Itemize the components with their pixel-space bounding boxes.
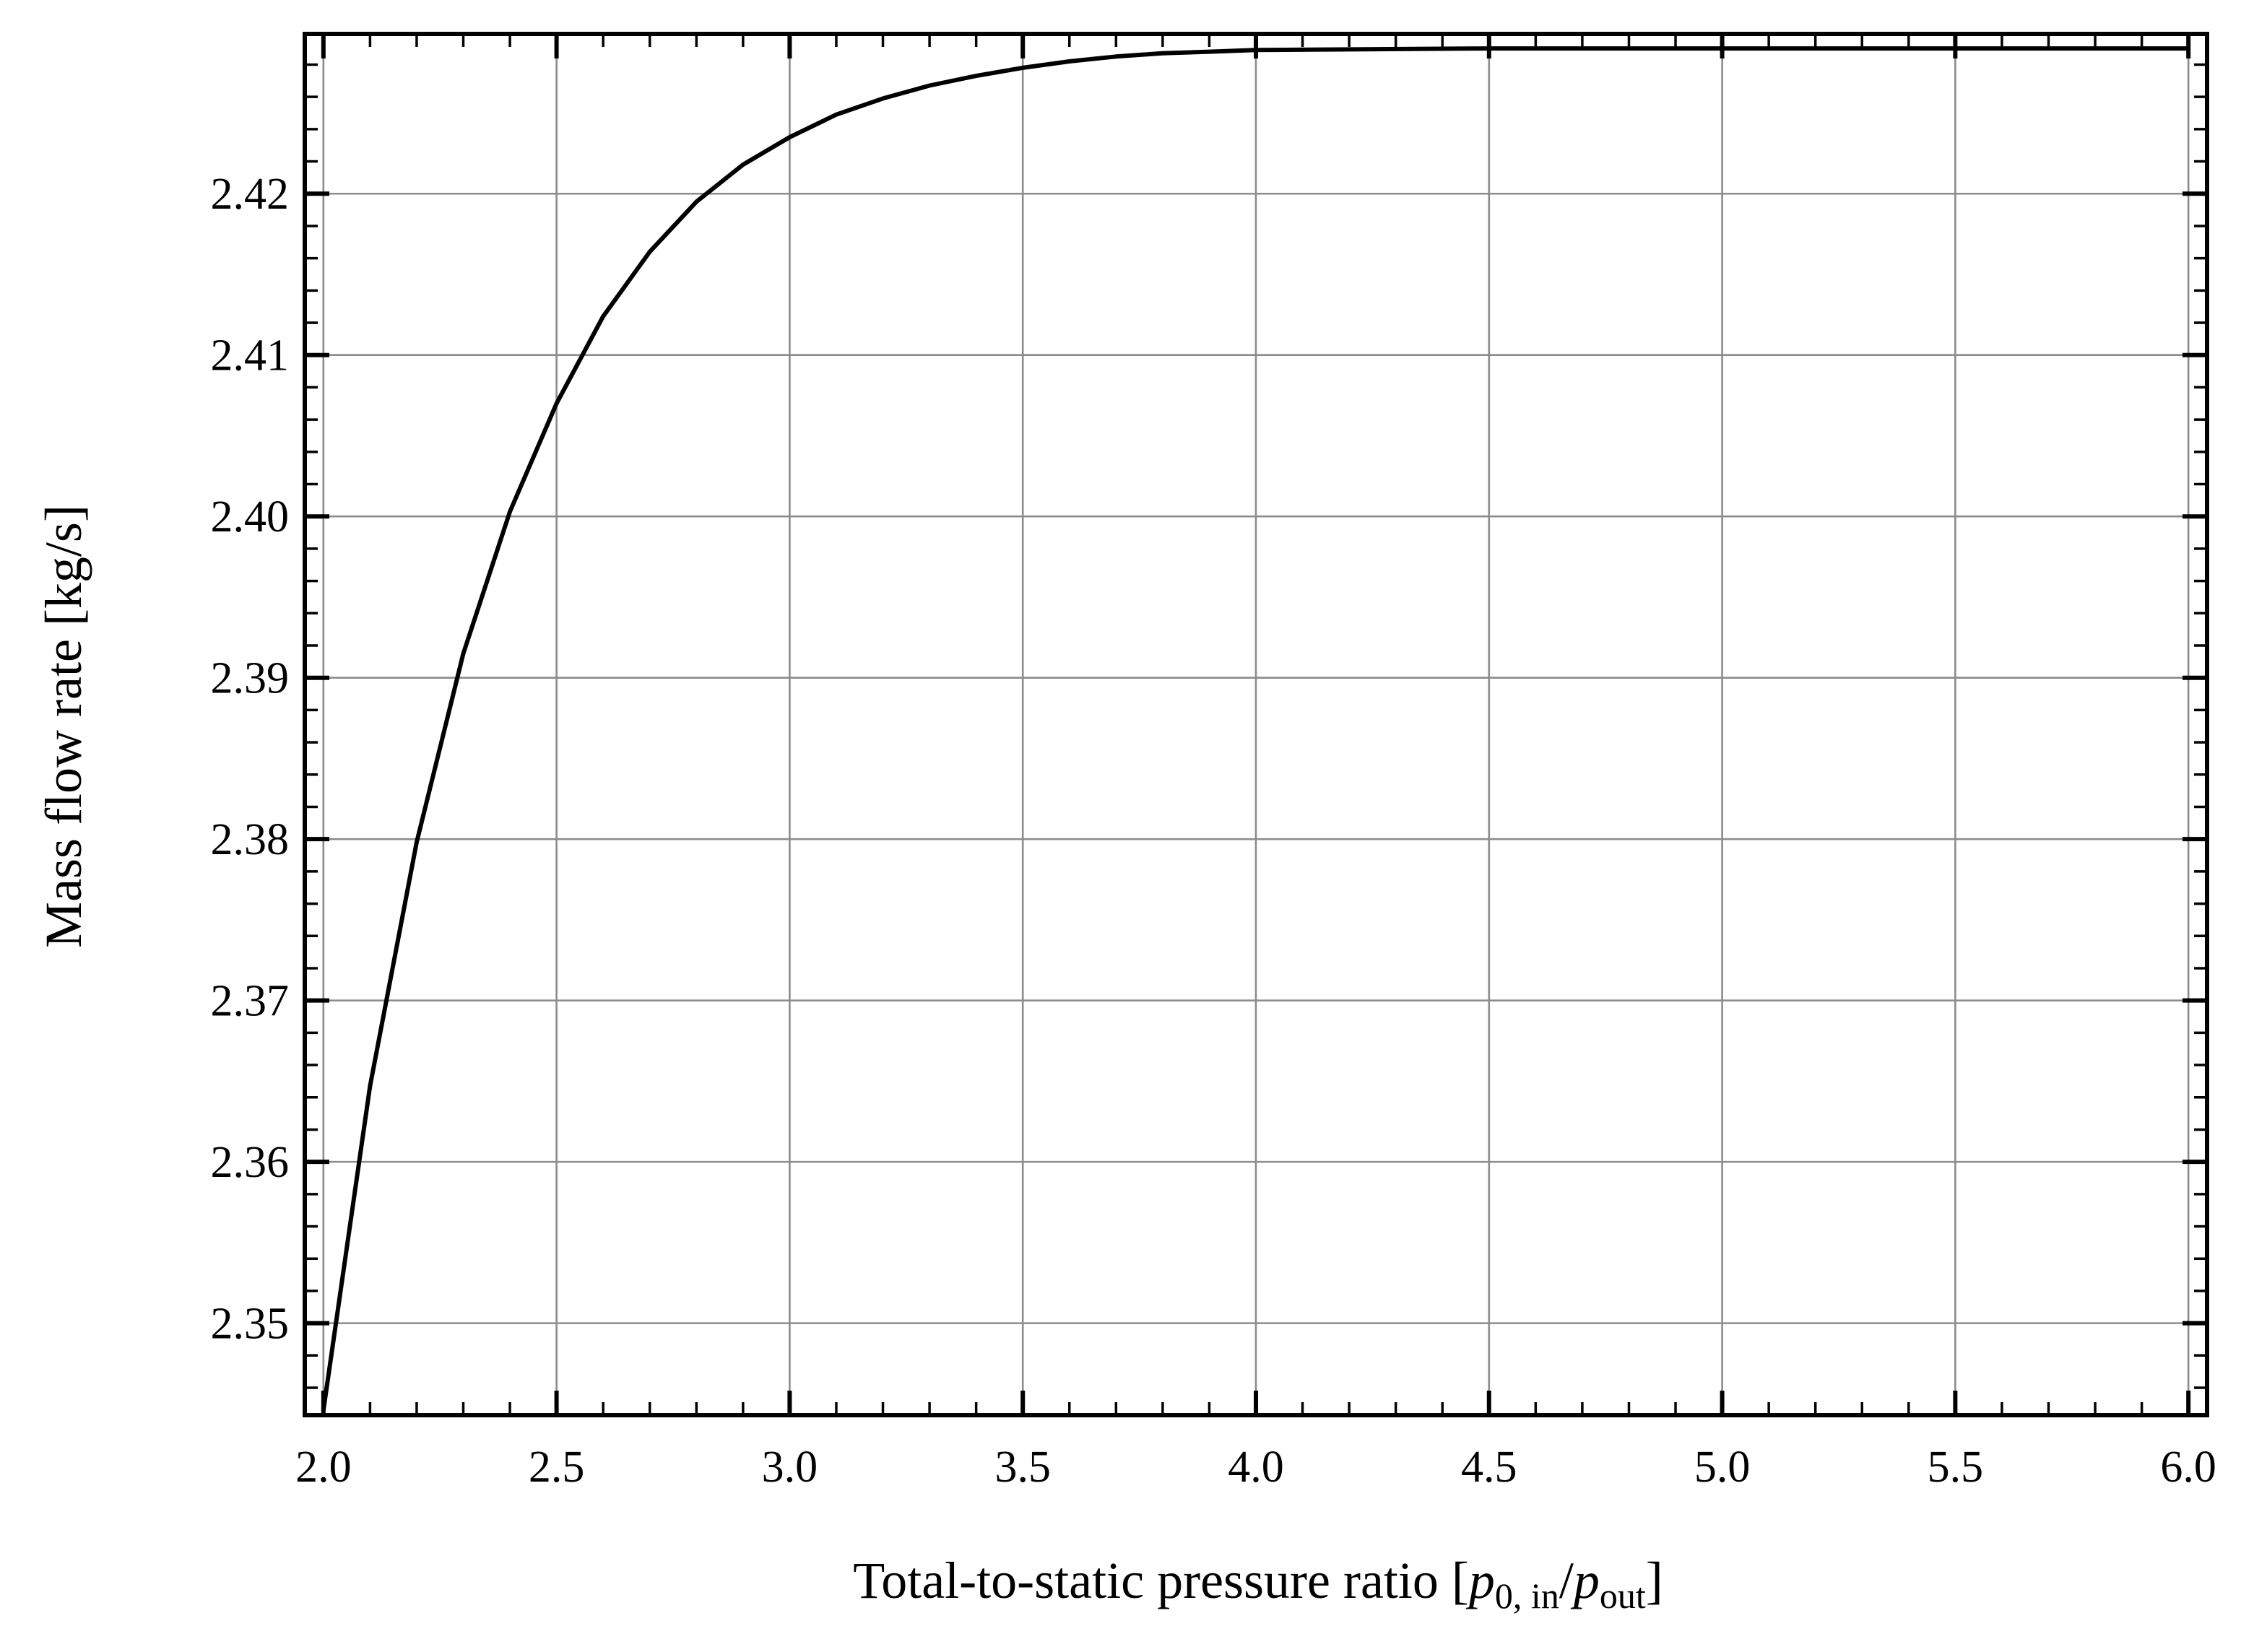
y-tick-label: 2.36 bbox=[211, 1138, 290, 1187]
x-tick-label: 5.5 bbox=[1928, 1443, 1984, 1492]
x-tick-label: 2.0 bbox=[295, 1443, 352, 1492]
plot-frame bbox=[303, 32, 2209, 1417]
y-tick-label: 2.37 bbox=[211, 977, 290, 1026]
y-tick-labels: 2.35 2.36 2.37 2.38 2.39 2.40 2.41 2.42 bbox=[211, 170, 290, 1348]
x-tick-label: 5.0 bbox=[1694, 1443, 1751, 1492]
x-tick-label: 3.5 bbox=[994, 1443, 1051, 1492]
x-tick-label: 4.0 bbox=[1228, 1443, 1284, 1492]
y-tick-label: 2.35 bbox=[211, 1300, 290, 1349]
x-axis-label: Total-to-static pressure ratio [p0, in/p… bbox=[853, 1552, 1663, 1616]
y-tick-label: 2.40 bbox=[211, 492, 290, 542]
y-tick-label: 2.42 bbox=[211, 170, 290, 219]
x-tick-labels: 2.0 2.5 3.0 3.5 4.0 4.5 5.0 5.5 6.0 bbox=[295, 1443, 2216, 1492]
y-tick-label: 2.41 bbox=[211, 331, 290, 381]
x-tick-label: 6.0 bbox=[2160, 1443, 2216, 1492]
x-tick-label: 3.0 bbox=[762, 1443, 818, 1492]
y-tick-label: 2.38 bbox=[211, 815, 290, 864]
grid-lines bbox=[305, 34, 2207, 1415]
x-tick-label: 4.5 bbox=[1461, 1443, 1517, 1492]
x-tick-label: 2.5 bbox=[529, 1443, 585, 1492]
y-tick-label: 2.39 bbox=[211, 654, 290, 703]
y-axis-label: Mass flow rate [kg/s] bbox=[35, 505, 92, 948]
